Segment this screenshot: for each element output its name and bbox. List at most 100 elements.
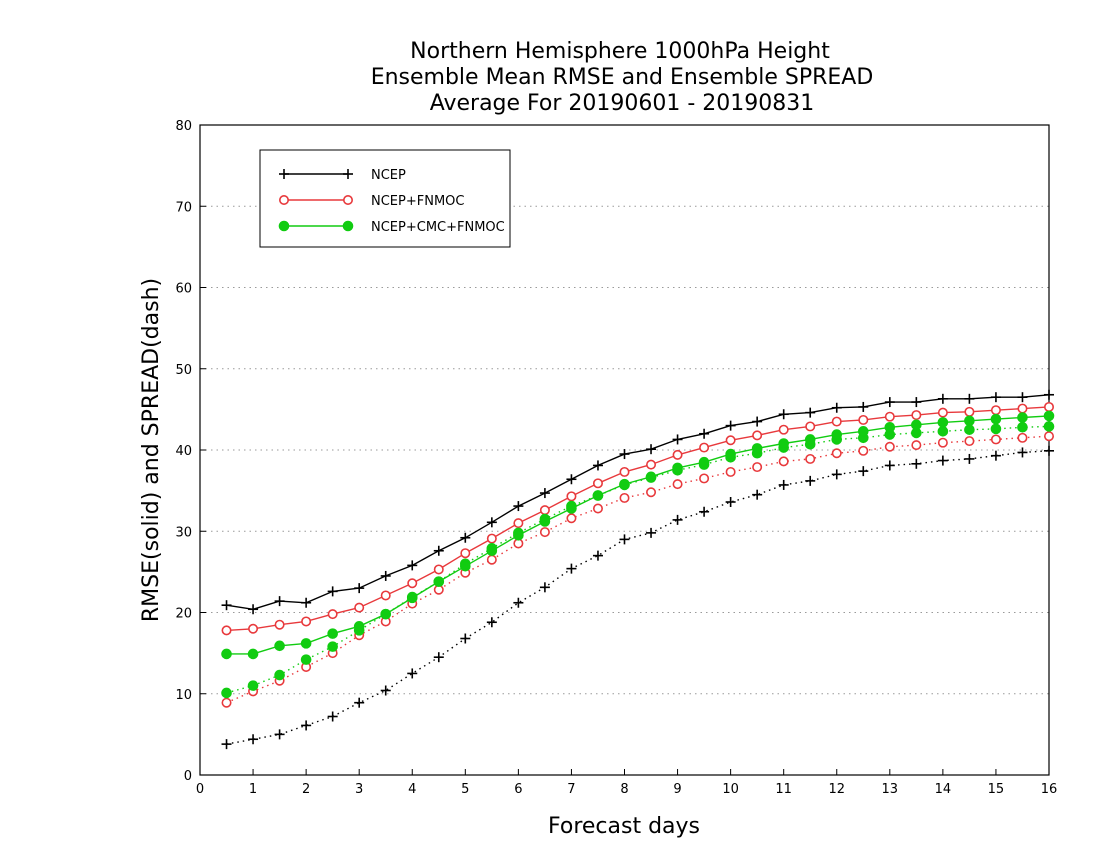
series-0-spread-point-15 — [619, 534, 630, 545]
series-1-rmse-point-3 — [301, 616, 312, 627]
series-1-rmse-point-30 — [1017, 403, 1028, 414]
series-2-spread-point-0 — [221, 687, 232, 699]
series-1-spread-point-16 — [646, 487, 657, 498]
series-1-spread-point-13 — [566, 513, 577, 524]
series-2-rmse-point-21 — [778, 438, 789, 449]
series-0-rmse-point-20 — [752, 416, 763, 427]
series-0-rmse-point-14 — [592, 460, 603, 471]
y-tick-label-1: 10 — [175, 688, 192, 703]
series-1-spread-point-10 — [486, 554, 497, 565]
legend-marker-start-1 — [278, 195, 289, 206]
series-0-spread-point-13 — [566, 563, 577, 574]
series-1-spread-point-0 — [221, 697, 232, 708]
series-2-rmse-point-22 — [804, 434, 816, 445]
series-1-rmse-point-14 — [592, 478, 603, 489]
series-2-rmse-point-8 — [433, 576, 445, 587]
series-1-spread-point-27 — [937, 437, 948, 448]
series-2-rmse-point-13 — [566, 503, 577, 514]
series-0-rmse-point-25 — [884, 397, 895, 408]
series-1-spread-point-12 — [539, 527, 550, 538]
series-0-spread-point-24 — [858, 466, 869, 477]
series-0-rmse-point-9 — [460, 532, 471, 543]
series-1-rmse-point-10 — [486, 533, 497, 544]
series-0-spread-point-3 — [301, 720, 312, 731]
y-tick-label-4: 40 — [175, 444, 192, 459]
series-1-rmse-point-17 — [672, 449, 683, 460]
series-1-rmse-point-29 — [990, 405, 1001, 416]
series-0-rmse-point-21 — [778, 409, 789, 420]
x-tick-label-3: 3 — [355, 782, 363, 797]
series-0-rmse-point-5 — [354, 583, 365, 594]
series-1-rmse-point-24 — [858, 414, 869, 425]
x-tick-label-1: 1 — [249, 782, 257, 797]
series-1-rmse-point-0 — [221, 625, 232, 636]
series-0-spread-point-20 — [752, 489, 763, 500]
series-1-spread-point-21 — [778, 456, 789, 467]
x-tick-label-15: 15 — [988, 782, 1005, 797]
series-1-rmse-point-4 — [327, 609, 338, 620]
series-0-rmse-point-6 — [380, 570, 391, 581]
x-tick-label-5: 5 — [461, 782, 469, 797]
legend-label-0: NCEP — [371, 168, 406, 183]
series-2-rmse-point-25 — [884, 421, 896, 433]
series-0-spread-point-17 — [672, 514, 683, 525]
series-layer — [221, 389, 1055, 750]
series-0-rmse-point-31 — [1044, 389, 1054, 400]
series-0-rmse-point-18 — [699, 428, 710, 439]
series-1-spread-point-29 — [990, 434, 1001, 445]
title-line-1: Northern Hemisphere 1000hPa Height — [410, 39, 830, 64]
series-0-spread-point-8 — [433, 652, 444, 663]
series-2-rmse-point-9 — [460, 560, 471, 572]
x-tick-label-0: 0 — [196, 782, 204, 797]
series-0-spread-point-9 — [460, 633, 471, 644]
series-2-spread-point-31 — [1043, 421, 1055, 432]
x-tick-label-7: 7 — [567, 782, 575, 797]
series-2-rmse-point-20 — [751, 443, 763, 454]
series-2-rmse-point-30 — [1017, 412, 1028, 423]
series-1-spread-point-20 — [752, 462, 763, 473]
series-2-spread-line — [226, 425, 1050, 694]
series-2-rmse-point-23 — [831, 429, 843, 440]
series-0-rmse-point-8 — [433, 545, 444, 556]
series-1-rmse-point-27 — [937, 407, 948, 418]
series-1-spread-point-30 — [1017, 432, 1028, 443]
series-0-spread-point-0 — [221, 739, 232, 750]
x-tick-label-4: 4 — [408, 782, 416, 797]
series-0-spread-point-22 — [805, 475, 816, 486]
series-2-rmse-point-29 — [990, 413, 1002, 425]
series-2-rmse-point-1 — [247, 648, 259, 660]
series-1-spread-line — [226, 435, 1050, 704]
y-tick-label-0: 0 — [184, 769, 192, 784]
title-line-2: Ensemble Mean RMSE and Ensemble SPREAD — [371, 65, 874, 90]
legend: NCEP NCEP+FNMOC NCEP+CMC+FNMOC — [259, 149, 511, 248]
series-1-spread-point-17 — [672, 479, 683, 490]
series-0-rmse-point-29 — [990, 392, 1001, 403]
series-0-spread-point-16 — [646, 527, 657, 538]
series-1-rmse-point-28 — [964, 406, 975, 417]
x-tick-label-14: 14 — [935, 782, 952, 797]
series-1-rmse-point-2 — [274, 619, 285, 630]
series-0-rmse-point-17 — [672, 434, 683, 445]
series-1-spread-point-25 — [884, 441, 895, 452]
series-2-rmse-point-15 — [619, 478, 630, 490]
series-0-spread-point-27 — [937, 455, 948, 466]
series-0-spread-point-26 — [911, 458, 922, 469]
series-1-rmse-point-21 — [778, 424, 789, 435]
series-0-spread-point-5 — [354, 697, 365, 708]
x-tick-label-11: 11 — [775, 782, 792, 797]
series-2-rmse-point-28 — [964, 415, 975, 427]
series-0-rmse-point-4 — [327, 586, 338, 597]
series-1-rmse-point-22 — [805, 421, 816, 432]
series-1-spread-point-14 — [592, 503, 603, 514]
series-1-rmse-point-20 — [752, 430, 763, 441]
series-2-rmse-point-0 — [221, 648, 232, 660]
series-0-spread-point-6 — [380, 685, 391, 696]
y-tick-label-6: 60 — [175, 282, 192, 297]
legend-marker-start-2 — [278, 220, 290, 232]
series-0-rmse-point-7 — [407, 560, 418, 571]
series-1-rmse-point-15 — [619, 466, 630, 477]
series-2-rmse-point-19 — [725, 448, 736, 460]
series-2-rmse-point-26 — [911, 419, 922, 431]
series-0-spread-point-30 — [1017, 447, 1028, 458]
